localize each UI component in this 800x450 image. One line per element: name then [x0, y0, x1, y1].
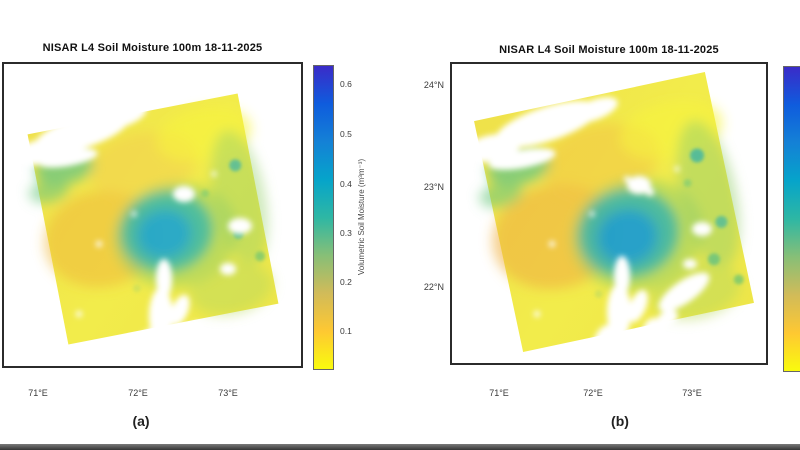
panel-b-ytick-24n: 24°N [423, 80, 444, 90]
colorbar-a [313, 65, 334, 370]
colorbar-tick-0.3: 0.3 [340, 228, 352, 238]
colorbar-tick-0.5: 0.5 [340, 129, 352, 139]
panel-b-ytick-23n: 23°N [423, 182, 444, 192]
panel-b-xtick-72e: 72°E [583, 388, 603, 398]
colorbar-tick-0.2: 0.2 [340, 277, 352, 287]
water-no-data-mask-b [462, 97, 712, 363]
colorbar-b-partial [783, 66, 800, 372]
water-no-data-mask-a [12, 103, 252, 366]
panel-b-plot-area [450, 62, 768, 365]
panel-b-xtick-73e: 73°E [682, 388, 702, 398]
panel-a-plot-area [2, 62, 303, 368]
colorbar-tick-0.6: 0.6 [340, 79, 352, 89]
panel-a-xtick-73e: 73°E [218, 388, 238, 398]
colorbar-axis-label: Volumetric Soil Moisture (m³m⁻³) [357, 158, 366, 276]
panel-b-title: NISAR L4 Soil Moisture 100m 18-11-2025 [499, 44, 719, 56]
colorbar-tick-0.4: 0.4 [340, 179, 352, 189]
panel-b-ytick-22n: 22°N [423, 282, 444, 292]
colorbar-tick-0.1: 0.1 [340, 326, 352, 336]
panel-b-caption: (b) [611, 413, 629, 429]
panel-a-xtick-72e: 72°E [128, 388, 148, 398]
panel-a-xtick-71e: 71°E [28, 388, 48, 398]
panel-a-title: NISAR L4 Soil Moisture 100m 18-11-2025 [42, 42, 263, 54]
panel-a-caption: (a) [132, 413, 150, 429]
soil-moisture-map-b [462, 72, 754, 363]
soil-moisture-map-a [12, 93, 279, 366]
panel-b-xtick-71e: 71°E [489, 388, 509, 398]
bottom-edge-band [0, 444, 800, 450]
